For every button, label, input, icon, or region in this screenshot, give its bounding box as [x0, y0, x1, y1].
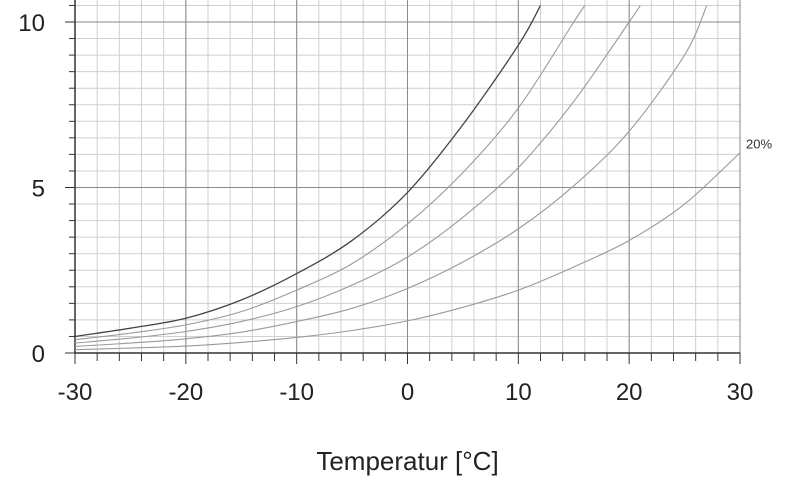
- series-lines: [75, 5, 741, 351]
- x-axis-label: Temperatur [°C]: [316, 446, 498, 476]
- y-tick-label: 10: [18, 10, 45, 37]
- x-tick-label: -30: [58, 379, 93, 406]
- series-line-5: [75, 152, 741, 351]
- x-tick-label: -20: [168, 379, 203, 406]
- series-line-4: [75, 5, 708, 347]
- series-label-5: 20%: [746, 137, 772, 152]
- x-tick-label: -10: [279, 379, 314, 406]
- x-tick-label: 30: [727, 379, 754, 406]
- y-tick-label: 0: [32, 341, 45, 368]
- x-tick-label: 0: [401, 379, 414, 406]
- x-tick-label: 20: [616, 379, 643, 406]
- x-tick-label: 10: [505, 379, 532, 406]
- series-line-1: [75, 5, 542, 338]
- tick-labels: -30 -20 -10 0 10 20 30 0 5 10: [18, 10, 753, 406]
- y-tick-label: 5: [32, 176, 45, 203]
- series-line-2: [75, 5, 586, 341]
- axes: [65, 0, 741, 364]
- series-line-3: [75, 5, 641, 344]
